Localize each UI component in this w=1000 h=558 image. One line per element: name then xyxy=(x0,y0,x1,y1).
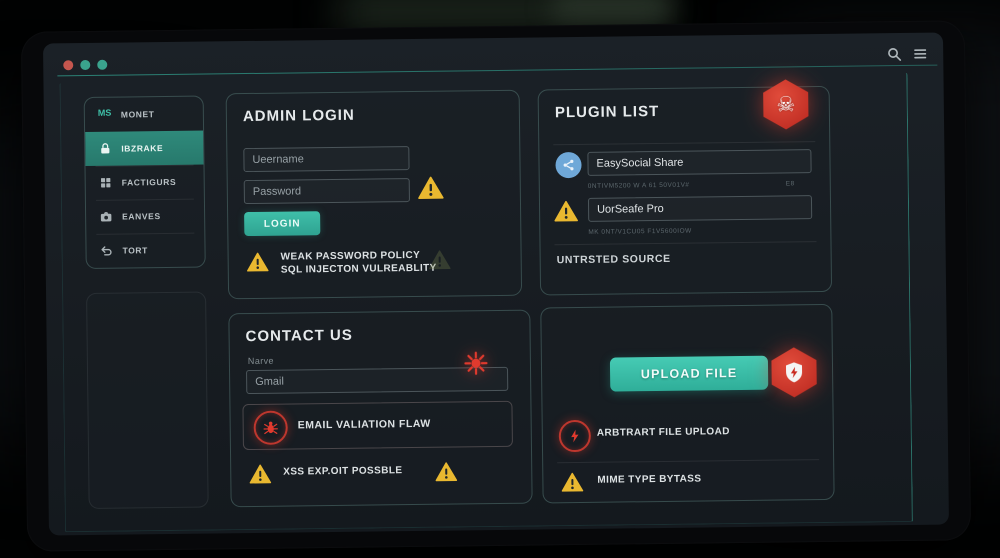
virus-icon xyxy=(464,351,488,375)
login-button[interactable]: LOGIN xyxy=(244,211,321,237)
sidebar-item-label: IBZRAKE xyxy=(121,143,164,154)
ghost-warning-triangle-icon xyxy=(429,250,451,270)
sidebar: MS MONET IBZRAKE FACTIGURS xyxy=(83,95,206,270)
shield-icon xyxy=(782,360,806,384)
divider xyxy=(554,241,817,246)
panel-title: PLUGIN LIST xyxy=(554,102,660,122)
sidebar-item-label: EANVES xyxy=(122,211,161,222)
plugin-subtext: 0NTIVM5200 W A 61 50V01V# xyxy=(587,181,690,190)
sidebar-item-eanves[interactable]: EANVES xyxy=(86,199,206,234)
flaw-label: ARBTRART FILE UPLOAD xyxy=(596,426,730,439)
upload-file-button[interactable]: UPLOAD FILE xyxy=(609,355,769,392)
ms-logo-icon: MS xyxy=(97,107,112,118)
skull-icon: ☠ xyxy=(776,92,796,117)
sidebar-item-label: FACTIGURS xyxy=(121,176,177,188)
warning-text: MIME TYPE BYTASS xyxy=(597,473,702,486)
plugin-subtext-right: E8 xyxy=(785,180,795,188)
minimize-window-button[interactable] xyxy=(80,59,91,71)
divider xyxy=(557,459,820,464)
maximize-window-button[interactable] xyxy=(97,59,108,70)
skull-hexagon-badge: ☠ xyxy=(761,79,812,130)
panel-title: CONTACT US xyxy=(245,326,353,346)
sidebar-item-factigurs[interactable]: FACTIGURS xyxy=(86,165,206,200)
untrusted-source-label: UNTRSTED SOURCE xyxy=(556,252,671,267)
name-field-label: Narve xyxy=(247,355,274,367)
bolt-icon xyxy=(558,419,592,453)
panel-title: ADMIN LOGIN xyxy=(242,106,355,126)
bug-icon xyxy=(253,410,288,445)
camera-icon xyxy=(99,210,113,224)
email-flaw-box: EMAIL VALIATION FLAW xyxy=(242,400,513,451)
upload-panel: UPLOAD FILE ARBTRART FILE UPLOAD xyxy=(540,303,835,504)
warning-text: WEAK PASSWORD POLICY xyxy=(280,249,421,263)
empty-panel xyxy=(86,291,209,509)
warning-triangle-icon xyxy=(249,464,272,484)
flaw-label: EMAIL VALIATION FLAW xyxy=(297,417,431,432)
sidebar-item-tort[interactable]: TORT xyxy=(86,233,205,268)
plugin-subtext: MK 0NT/V1CU05 F1V5600IOW xyxy=(588,227,692,236)
grid-icon xyxy=(99,176,113,190)
sidebar-item-label: MONET xyxy=(120,109,155,120)
lock-icon xyxy=(98,142,112,156)
warning-triangle-icon xyxy=(561,472,584,492)
contact-us-panel: CONTACT US Narve xyxy=(228,309,533,508)
app-window: MS MONET IBZRAKE FACTIGURS xyxy=(43,32,949,536)
password-input[interactable] xyxy=(243,178,410,205)
warning-triangle-icon xyxy=(435,461,458,482)
warning-triangle-icon xyxy=(418,176,444,200)
plugin-name-field[interactable] xyxy=(587,149,812,176)
background-blur xyxy=(552,0,670,24)
sidebar-item-ibzrake[interactable]: IBZRAKE xyxy=(85,130,206,167)
admin-login-panel: ADMIN LOGIN LOGIN WEAK PASSWORD POLICY S… xyxy=(225,89,523,300)
warning-triangle-icon xyxy=(247,252,269,272)
sidebar-item-label: TORT xyxy=(122,245,148,256)
share-icon xyxy=(555,151,582,179)
shield-hexagon-badge xyxy=(769,347,820,398)
username-input[interactable] xyxy=(243,146,410,173)
menu-icon[interactable] xyxy=(911,45,929,63)
warning-text: SQL INJECTON VULREABLITY xyxy=(280,262,437,276)
plugin-name-field[interactable] xyxy=(587,195,813,222)
plugin-list-panel: PLUGIN LIST 0NTIVM5200 W A 61 50V01V# E8… xyxy=(537,86,833,296)
monitor-bezel: MS MONET IBZRAKE FACTIGURS xyxy=(20,20,972,552)
window-controls xyxy=(63,59,108,71)
sidebar-item-monet[interactable]: MS MONET xyxy=(85,97,205,132)
warning-triangle-icon xyxy=(554,200,578,222)
close-window-button[interactable] xyxy=(63,60,74,71)
divider xyxy=(553,141,816,146)
undo-icon xyxy=(99,244,113,258)
search-icon[interactable] xyxy=(885,45,903,63)
warning-text: XSS EXP.OIT POSSBLE xyxy=(283,465,403,478)
